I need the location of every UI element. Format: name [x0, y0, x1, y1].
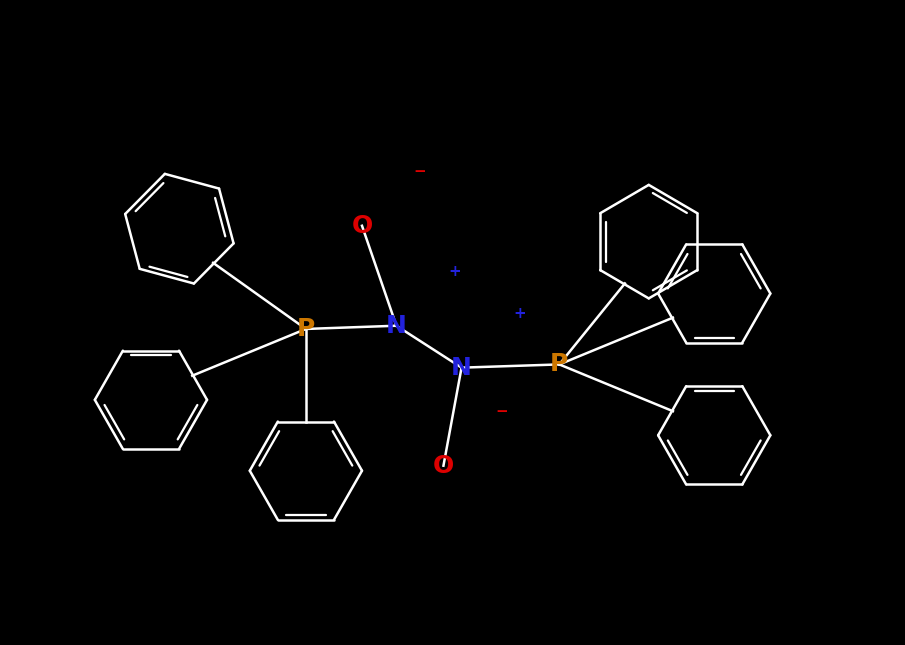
Text: O: O	[351, 213, 373, 238]
Text: N: N	[451, 355, 472, 380]
Text: N: N	[386, 313, 407, 338]
Text: −: −	[495, 404, 508, 419]
Text: +: +	[448, 264, 461, 279]
Text: P: P	[550, 352, 568, 377]
Text: +: +	[513, 306, 526, 321]
Text: P: P	[297, 317, 315, 341]
Text: O: O	[433, 453, 454, 478]
Text: −: −	[414, 164, 426, 179]
